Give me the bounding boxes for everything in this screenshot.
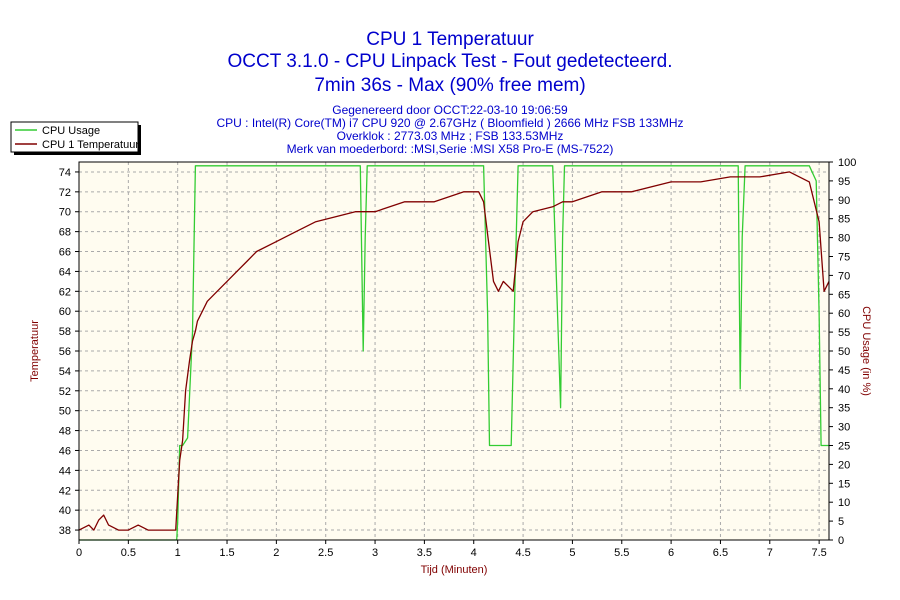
right-tick-label: 35 <box>838 403 850 415</box>
right-tick-label: 75 <box>838 252 850 264</box>
legend-label-cpu-temperature: CPU 1 Temperatuur <box>42 139 139 151</box>
x-tick-label: 2 <box>273 547 279 559</box>
left-tick-label: 52 <box>59 386 71 398</box>
x-tick-label: 5.5 <box>614 547 629 559</box>
left-tick-label: 58 <box>59 326 71 338</box>
x-tick-label: 1.5 <box>219 547 234 559</box>
right-axis-ticks: 0 5 10 15 20 25 30 35 40 45 50 55 60 65 70 75 80 85 90 95 10… <box>829 157 856 547</box>
x-tick-label: 4 <box>471 547 477 559</box>
left-tick-label: 46 <box>59 445 71 457</box>
right-tick-label: 80 <box>838 233 850 245</box>
left-tick-label: 48 <box>59 426 71 438</box>
left-tick-label: 40 <box>59 505 71 517</box>
legend: CPU Usage CPU 1 Temperatuur <box>10 121 141 155</box>
right-tick-label: 10 <box>838 497 850 509</box>
right-tick-label: 40 <box>838 384 850 396</box>
legend-box <box>10 121 139 153</box>
x-tick-label: 5 <box>569 547 575 559</box>
right-tick-label: 30 <box>838 422 850 434</box>
right-tick-label: 100 <box>838 157 856 169</box>
chart-subtitle-line-1: Gegenereerd door OCCT:22-03-10 19:06:59 <box>332 103 568 117</box>
left-tick-label: 64 <box>59 266 71 278</box>
right-tick-label: 60 <box>838 308 850 320</box>
x-axis-label: Tijd (Minuten) <box>421 564 488 576</box>
left-tick-label: 66 <box>59 247 71 259</box>
x-tick-label: 7.5 <box>811 547 826 559</box>
right-tick-label: 70 <box>838 270 850 282</box>
x-tick-label: 4.5 <box>515 547 530 559</box>
x-tick-label: 6.5 <box>713 547 728 559</box>
right-tick-label: 45 <box>838 365 850 377</box>
left-tick-label: 42 <box>59 485 71 497</box>
x-tick-label: 1 <box>175 547 181 559</box>
right-tick-label: 85 <box>838 214 850 226</box>
left-tick-label: 72 <box>59 187 71 199</box>
left-tick-label: 68 <box>59 227 71 239</box>
chart-title-line-2: OCCT 3.1.0 - CPU Linpack Test - Fout ged… <box>228 51 673 72</box>
series-lines <box>78 165 830 541</box>
right-tick-label: 25 <box>838 441 850 453</box>
left-tick-label: 38 <box>59 525 71 537</box>
chart-subtitle-line-2: CPU : Intel(R) Core(TM) i7 CPU 920 @ 2.6… <box>217 116 684 130</box>
right-tick-label: 5 <box>838 516 844 528</box>
left-tick-label: 74 <box>59 167 71 179</box>
left-tick-label: 54 <box>59 366 71 378</box>
right-axis-label: CPU Usage (in %) <box>860 306 872 396</box>
chart-titles: CPU 1 Temperatuur OCCT 3.1.0 - CPU Linpa… <box>217 29 684 156</box>
right-tick-label: 0 <box>838 535 844 547</box>
right-tick-label: 95 <box>838 176 850 188</box>
chart-subtitle-line-4: Merk van moederbord: :MSI,Serie :MSI X58… <box>287 142 614 156</box>
x-tick-label: 0.5 <box>121 547 136 559</box>
x-tick-label: 7 <box>767 547 773 559</box>
right-tick-label: 15 <box>838 478 850 490</box>
left-tick-label: 70 <box>59 207 71 219</box>
x-axis-ticks: 0 0.5 1 1.5 2 2.5 3 3.5 4 4.5 5 5.5 6 6.5 7 7.5 <box>76 540 827 559</box>
left-axis-ticks: 38 40 42 44 46 48 50 52 54 56 58 60 62 64 66 68 70 72 74 <box>59 167 79 537</box>
right-tick-label: 90 <box>838 195 850 207</box>
right-tick-label: 65 <box>838 289 850 301</box>
chart-title-line-3: 7min 36s - Max (90% free mem) <box>314 75 585 96</box>
series-line-cpu-temperature <box>78 171 830 531</box>
right-tick-label: 50 <box>838 346 850 358</box>
series-line-cpu-usage <box>79 165 829 541</box>
chart-title-line-1: CPU 1 Temperatuur <box>366 29 534 50</box>
x-tick-label: 3 <box>372 547 378 559</box>
right-tick-label: 55 <box>838 327 850 339</box>
left-axis-label: Temperatuur <box>29 320 41 382</box>
chart-subtitle-line-3: Overklok : 2773.03 MHz ; FSB 133.53MHz <box>337 129 564 143</box>
left-tick-label: 44 <box>59 465 71 477</box>
x-tick-label: 2.5 <box>318 547 333 559</box>
left-tick-label: 60 <box>59 306 71 318</box>
legend-label-cpu-usage: CPU Usage <box>42 125 100 137</box>
left-tick-label: 62 <box>59 286 71 298</box>
x-tick-label: 0 <box>76 547 82 559</box>
x-tick-label: 6 <box>668 547 674 559</box>
left-tick-label: 56 <box>59 346 71 358</box>
right-tick-label: 20 <box>838 459 850 471</box>
left-tick-label: 50 <box>59 406 71 418</box>
x-tick-label: 3.5 <box>417 547 432 559</box>
